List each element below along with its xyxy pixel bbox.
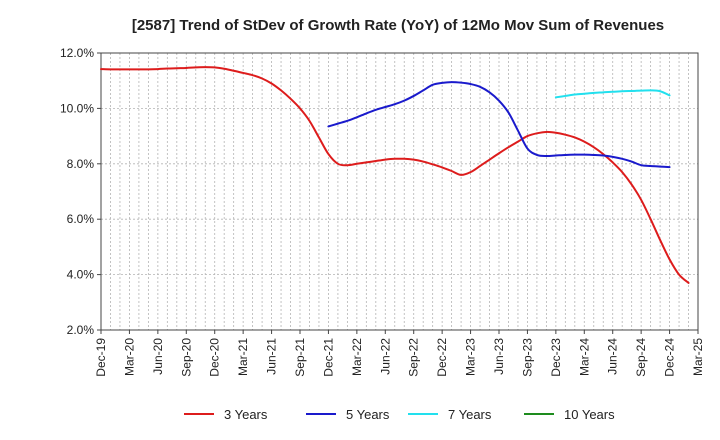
x-tick-label: Dec-20: [208, 338, 222, 377]
x-tick-label: Dec-24: [663, 338, 677, 377]
series-line-5-years: [327, 81, 671, 169]
x-tick-label: Mar-24: [577, 338, 591, 376]
y-tick-label: 8.0%: [67, 157, 95, 171]
x-tick-label: Jun-20: [151, 338, 165, 375]
legend-label-3-years: 3 Years: [224, 407, 268, 422]
series-line-3-years: [100, 66, 690, 284]
x-tick-label: Dec-22: [435, 338, 449, 377]
legend-label-10-years: 10 Years: [564, 407, 615, 422]
x-tick-label: Jun-24: [606, 338, 620, 375]
y-tick-label: 6.0%: [67, 212, 95, 226]
x-tick-label: Jun-21: [265, 338, 279, 375]
x-tick-label: Dec-19: [94, 338, 108, 377]
x-tick-label: Dec-23: [549, 338, 563, 377]
legend-label-7-years: 7 Years: [448, 407, 492, 422]
y-tick-label: 4.0%: [67, 268, 95, 282]
x-tick-label: Sep-24: [634, 338, 648, 377]
x-tick-label: Mar-20: [122, 338, 136, 376]
axis-layer: 2.0% 4.0% 6.0% 8.0% 10.0% 12.0% Dec-19 Mar-20 Ju…: [60, 46, 705, 377]
plot-frame: [100, 52, 699, 331]
y-tick-label: 10.0%: [60, 101, 94, 115]
legend-label-5-years: 5 Years: [346, 407, 390, 422]
x-tick-label: Sep-21: [293, 338, 307, 377]
y-tick-label: 2.0%: [67, 323, 95, 337]
x-tick-label: Mar-25: [691, 338, 705, 376]
chart-title: [2587] Trend of StDev of Growth Rate (Yo…: [132, 17, 664, 34]
x-tick-label: Jun-22: [378, 338, 392, 375]
legend: 3 Years 5 Years 7 Years 10 Years: [184, 407, 615, 422]
x-tick-label: Mar-22: [350, 338, 364, 376]
x-tick-label: Sep-22: [407, 338, 421, 377]
x-tick-label: Dec-21: [321, 338, 335, 377]
x-tick-label: Mar-21: [236, 338, 250, 376]
grid-layer: [101, 53, 698, 330]
x-tick-label: Jun-23: [492, 338, 506, 375]
series-layer: [100, 66, 690, 284]
series-line-7-years: [554, 89, 671, 99]
x-tick-label: Mar-23: [464, 338, 478, 376]
x-tick-label: Sep-23: [520, 338, 534, 377]
x-tick-label: Sep-20: [179, 338, 193, 377]
y-tick-label: 12.0%: [60, 46, 94, 60]
